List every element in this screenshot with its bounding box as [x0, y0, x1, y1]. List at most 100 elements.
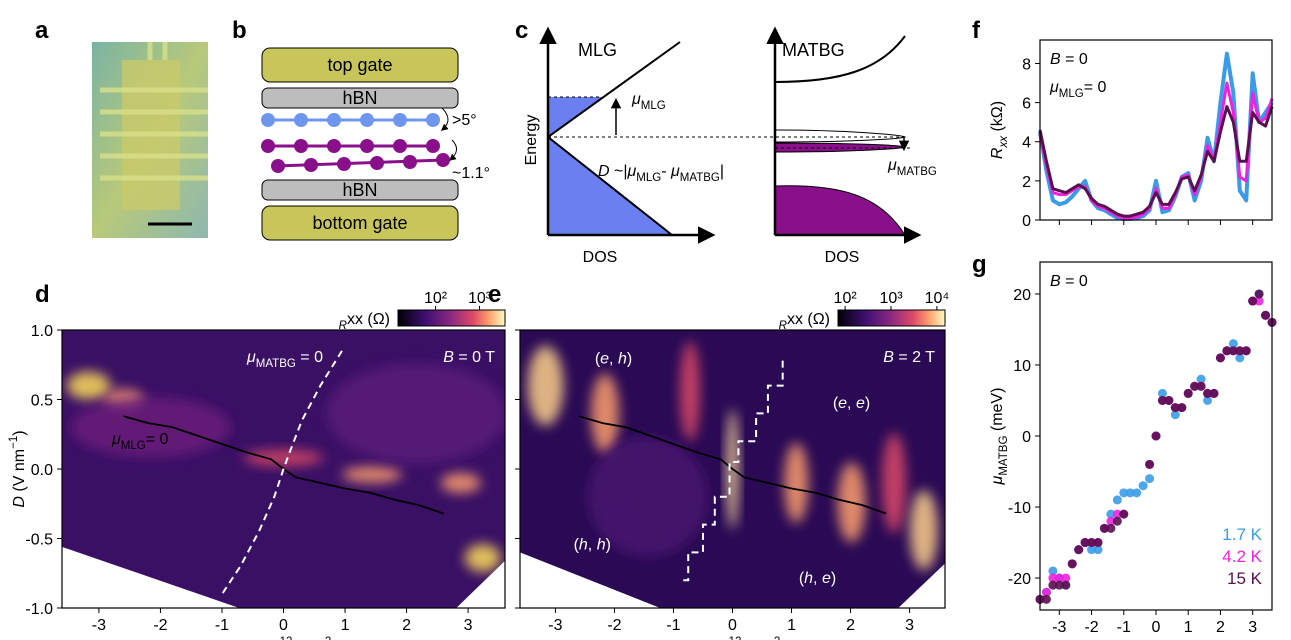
text-part: (Ω) — [803, 311, 830, 328]
text-part: , — [588, 537, 597, 554]
stack-diagram — [261, 48, 458, 240]
text-part: - — [661, 163, 671, 180]
point — [1068, 559, 1077, 568]
point — [1113, 517, 1122, 526]
text-part: e — [600, 350, 609, 367]
text-part: h — [618, 350, 627, 367]
dos-diagram — [548, 30, 918, 235]
axis-label: DOS — [583, 249, 618, 266]
text-part: μ — [670, 163, 680, 180]
colorbar-tick-label: 10³ — [468, 290, 492, 307]
dos-title: MLG — [578, 40, 617, 60]
colorbar-label: Rxx (Ω) — [779, 311, 830, 332]
y-tick-label: 6 — [1022, 96, 1031, 113]
relation-label: D ~|μMLG- μMATBG| — [598, 163, 724, 184]
y-tick-label: 20 — [1013, 287, 1031, 304]
x-tick-label: 0 — [1152, 619, 1161, 636]
text-part: B — [1050, 273, 1061, 290]
text-part: MLG — [636, 172, 661, 184]
twist-angle: >5° — [452, 112, 477, 129]
panel-label: c — [515, 17, 528, 44]
text-part: ) — [11, 430, 28, 435]
point — [1074, 545, 1083, 554]
y-tick-label: -10 — [1008, 500, 1031, 517]
panel-label: b — [232, 17, 247, 44]
y-axis-label: μMATBG (meV) — [989, 388, 1010, 486]
text-part: ~| — [610, 163, 628, 180]
panel-label: g — [972, 251, 987, 278]
x-tick-label: 2 — [846, 617, 855, 634]
text-part: e — [838, 395, 847, 412]
text-part: μ — [631, 91, 641, 108]
x-tick-label: 0 — [728, 617, 737, 634]
text-part: = 0 — [146, 431, 169, 448]
point — [1184, 389, 1193, 398]
layer-label: bottom gate — [312, 213, 407, 233]
layer-label: top gate — [327, 55, 392, 75]
x-tick-label: -1 — [1117, 619, 1131, 636]
text-part: D — [598, 163, 610, 180]
text-part: h — [597, 537, 606, 554]
colorbar-tick-label: 10² — [424, 290, 448, 307]
text-part: μ — [246, 349, 256, 366]
point — [1216, 353, 1225, 362]
y-axis-label: Rxx (kΩ) — [989, 101, 1010, 159]
point — [1255, 289, 1264, 298]
point — [1261, 311, 1270, 320]
point — [1042, 595, 1051, 604]
text-part: e — [856, 395, 865, 412]
text-part: MLG — [641, 100, 666, 112]
legend-entry: 15 K — [1227, 569, 1263, 588]
colorbar-tick-label: 10⁴ — [925, 290, 950, 307]
point — [1210, 389, 1219, 398]
region-label: (h, e) — [799, 570, 836, 587]
colorbar — [838, 310, 945, 326]
heatmap-feature — [326, 363, 506, 463]
panel-label: f — [972, 17, 981, 44]
y-tick-label: 0.0 — [31, 462, 53, 479]
x-tick-label: -3 — [1052, 619, 1066, 636]
y-tick-label: 1.0 — [31, 323, 53, 340]
x-tick-label: 1 — [1184, 619, 1193, 636]
text-part: h — [579, 537, 588, 554]
text-part: μ — [887, 157, 897, 174]
x-tick-label: 1 — [787, 617, 796, 634]
colorbar — [398, 310, 505, 326]
figure: a b c d e f g top gate hBN hBN bottom ga… — [0, 0, 1291, 640]
text-part: xx — [347, 311, 363, 328]
heatmap-feature — [528, 346, 564, 426]
text-part: = 0 — [1084, 79, 1107, 96]
point — [1132, 488, 1141, 497]
x-tick-label: 2 — [1216, 619, 1225, 636]
text-part: MLG — [1059, 88, 1084, 100]
legend-entry: 4.2 K — [1222, 547, 1262, 566]
y-tick-label: -20 — [1008, 571, 1031, 588]
point — [1242, 346, 1251, 355]
text-part: = 0 — [1061, 51, 1088, 68]
x-tick-label: 3 — [464, 617, 473, 634]
heatmap-feature — [882, 433, 906, 533]
text-part: 12 — [280, 636, 293, 640]
legend-entry: 1.7 K — [1222, 525, 1262, 544]
text-part: −1 — [8, 436, 20, 449]
x-axis-label: ntot (1012 cm−2) — [230, 636, 336, 640]
y-tick-label: 0.5 — [31, 393, 53, 410]
text-part: R — [989, 147, 1006, 159]
x-tick-label: -2 — [607, 617, 621, 634]
text-part: μ — [989, 475, 1006, 485]
heatmap-feature — [441, 473, 481, 493]
text-part: (V nm — [11, 449, 28, 496]
text-part: μ — [1049, 79, 1059, 96]
text-part: (Ω) — [363, 311, 390, 328]
text-part: ) — [831, 570, 836, 587]
x-tick-label: 1 — [341, 617, 350, 634]
annotation: μMLG= 0 — [1049, 79, 1107, 100]
colorbar-label: Rxx (Ω) — [339, 311, 390, 332]
x-tick-label: -2 — [1084, 619, 1098, 636]
text-part: 12 — [729, 636, 742, 640]
text-part: | — [720, 163, 724, 180]
heatmap-feature — [591, 373, 619, 453]
micrograph — [92, 42, 208, 238]
heatmap-feature — [71, 397, 231, 457]
